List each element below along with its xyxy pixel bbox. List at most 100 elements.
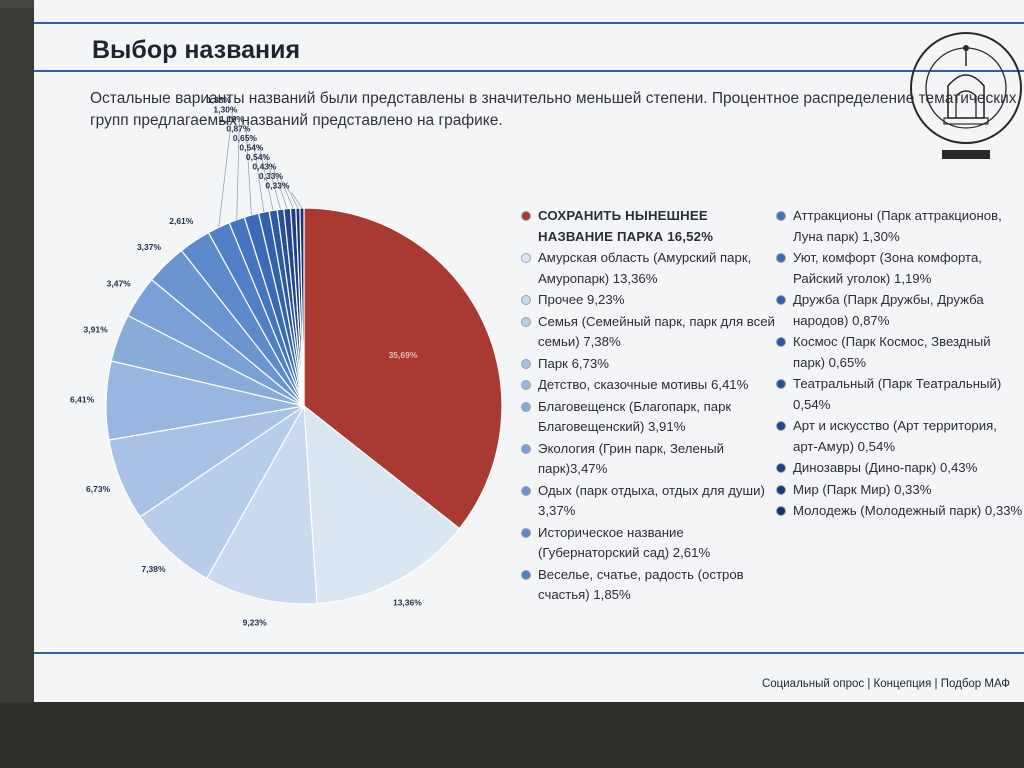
- pie-chart: 35,69% 13,36% 9,23% 7,38% 6,73% 6,41% 3,91% 3,4…: [70, 95, 503, 628]
- pie-slice-2: [303, 404, 461, 605]
- legend-label: Театральный (Парк Театральный) 0,54%: [793, 376, 1002, 412]
- legend-label: Экология (Грин парк, Зеленый парк)3,47%: [538, 440, 724, 477]
- room-floor: [0, 702, 1024, 768]
- pie-label-16: 0,54%: [239, 143, 264, 153]
- pie-slice-1: [303, 207, 503, 530]
- legend-label: Одых (парк отдыха, отдых для души) 3,37%: [538, 482, 765, 519]
- pie-label-17: 0,54%: [246, 152, 271, 162]
- legend-label: Дружба (Парк Дружбы, Дружба народов) 0,8…: [793, 292, 984, 328]
- legend-swatch: [776, 421, 786, 431]
- pie-label-2: 13,36%: [393, 598, 422, 608]
- legend-item: Молодежь (Молодежный парк) 0,33%: [776, 501, 1024, 522]
- legend-label: Аттракционы (Парк аттракционов, Луна пар…: [793, 208, 1002, 244]
- footer-text: Социальный опрос | Концепция | Подбор МА…: [761, 678, 1010, 690]
- pie-label-4: 7,38%: [141, 564, 166, 574]
- legend-swatch: [776, 506, 786, 516]
- legend-item: Уют, комфорт (Зона комфорта, Райский уго…: [776, 248, 1024, 289]
- legend-item: Прочее 9,23%: [521, 290, 781, 311]
- legend-label: Молодежь (Молодежный парк) 0,33%: [793, 503, 1023, 518]
- intro-text: Остальные варианты названий были предста…: [90, 90, 1017, 129]
- legend-item: Театральный (Парк Театральный) 0,54%: [776, 374, 1024, 415]
- legend-item: Арт и искусство (Арт территория, арт-Аму…: [776, 416, 1024, 457]
- pie-label-14: 0,87%: [226, 124, 251, 134]
- pie-label-7: 3,91%: [84, 325, 109, 335]
- pie-label-18: 0,43%: [252, 162, 277, 172]
- legend-item: Детство, сказочные мотивы 6,41%: [521, 375, 781, 396]
- legend-label: СОХРАНИТЬ НЫНЕШНЕЕ НАЗВАНИЕ ПАРКА 16,52%: [538, 208, 714, 244]
- legend-item: Экология (Грин парк, Зеленый парк)3,47%: [521, 439, 781, 480]
- legend-swatch: [521, 295, 531, 305]
- pie-leader-lines: [218, 106, 303, 228]
- legend-swatch: [521, 380, 531, 390]
- pie-label-15: 0,65%: [233, 133, 258, 143]
- legend-item: Амурская область (Амурский парк, Амуропа…: [521, 248, 781, 289]
- legend-item: Парк 6,73%: [521, 354, 781, 375]
- legend-item: Дружба (Парк Дружбы, Дружба народов) 0,8…: [776, 290, 1024, 331]
- pie-label-9: 3,37%: [137, 242, 162, 252]
- pie-leader-14: [252, 135, 265, 213]
- legend-swatch: [521, 569, 531, 580]
- legend-label: Мир (Парк Мир) 0,33%: [793, 481, 932, 497]
- legend-item: Аттракционы (Парк аттракционов, Луна пар…: [776, 206, 1024, 247]
- legend-label: Семья (Семейный парк, парк для всей семь…: [538, 313, 775, 350]
- legend-label: Историческое название (Губернаторский са…: [538, 524, 711, 561]
- legend-label: Парк 6,73%: [538, 355, 609, 371]
- slide: Выбор названия Остальные варианты назван…: [34, 0, 1024, 702]
- legend-swatch: [776, 337, 786, 347]
- legend-swatch: [521, 316, 531, 327]
- legend-item: Мир (Парк Мир) 0,33%: [776, 480, 1024, 501]
- pie-label-20: 0,33%: [265, 181, 290, 191]
- legend-label: Детство, сказочные мотивы 6,41%: [538, 377, 749, 392]
- legend-column-right: Аттракционы (Парк аттракционов, Луна пар…: [776, 206, 1024, 523]
- pie-label-12: 1,30%: [213, 105, 238, 115]
- legend-item: СОХРАНИТЬ НЫНЕШНЕЕ НАЗВАНИЕ ПАРКА 16,52%: [521, 206, 781, 247]
- top-rule: [34, 22, 1024, 24]
- legend-label: Веселье, счатье, радость (остров счастья…: [538, 566, 744, 603]
- legend-swatch: [521, 443, 531, 454]
- legend-item: Динозавры (Дино-парк) 0,43%: [776, 458, 1024, 479]
- pie-data-labels: 35,69% 13,36% 9,23% 7,38% 6,73% 6,41% 3,91% 3,4…: [70, 95, 422, 628]
- pie-slice-3: [205, 403, 318, 605]
- legend-label: Благовещенск (Благопарк, парк Благовещен…: [538, 398, 732, 435]
- legend-label: Амурская область (Амурский парк, Амуропа…: [538, 250, 752, 286]
- pie-label-13: 1,19%: [220, 114, 245, 124]
- legend-label: Арт и искусство (Арт территория, арт-Аму…: [793, 418, 997, 454]
- legend-swatch: [521, 358, 531, 369]
- legend-swatch: [521, 401, 531, 412]
- legend-label: Динозавры (Дино-парк) 0,43%: [793, 460, 978, 475]
- legend-label: Уют, комфорт (Зона комфорта, Райский уго…: [793, 250, 982, 286]
- pie-label-5: 6,73%: [86, 484, 111, 494]
- legend-item: Космос (Парк Космос, Звездный парк) 0,65…: [776, 332, 1024, 373]
- legend-item: Семья (Семейный парк, парк для всей семь…: [521, 312, 781, 353]
- pie-slices: [105, 207, 503, 605]
- legend-swatch: [776, 463, 786, 473]
- pie-label-19: 0,33%: [259, 171, 284, 181]
- pie-leader-19: [284, 182, 299, 209]
- legend-label: Прочее 9,23%: [538, 292, 625, 307]
- legend-swatch: [521, 211, 531, 221]
- pie-label-6: 6,41%: [70, 395, 95, 405]
- pie-leader-20: [291, 192, 303, 209]
- page-title: Выбор названия: [92, 36, 301, 64]
- pie-label-8: 3,47%: [107, 279, 132, 289]
- pie-leader-11: [218, 106, 234, 228]
- legend-swatch: [776, 484, 786, 495]
- legend-item: Историческое название (Губернаторский са…: [521, 523, 781, 564]
- legend-item: Одых (парк отдыха, отдых для души) 3,37%: [521, 481, 781, 522]
- legend-item: Благовещенск (Благопарк, парк Благовещен…: [521, 397, 781, 438]
- legend-swatch: [521, 527, 531, 538]
- pie-leader-12: [236, 116, 240, 220]
- footer-rule: [34, 652, 1024, 654]
- legend-swatch: [776, 379, 786, 389]
- legend-label: Космос (Парк Космос, Звездный парк) 0,65…: [793, 334, 991, 370]
- legend-swatch: [776, 295, 786, 305]
- legend-item: Веселье, счатье, радость (остров счастья…: [521, 565, 781, 606]
- pie-label-10: 2,61%: [169, 216, 194, 226]
- pie-leader-17: [271, 163, 288, 209]
- legend-swatch: [521, 485, 531, 496]
- title-rule: [34, 70, 1024, 72]
- legend-swatch: [776, 211, 786, 221]
- pie-leader-15: [258, 144, 274, 211]
- pie-label-1: 35,69%: [389, 350, 418, 360]
- legend-column-left: СОХРАНИТЬ НЫНЕШНЕЕ НАЗВАНИЕ ПАРКА 16,52%…: [521, 206, 781, 607]
